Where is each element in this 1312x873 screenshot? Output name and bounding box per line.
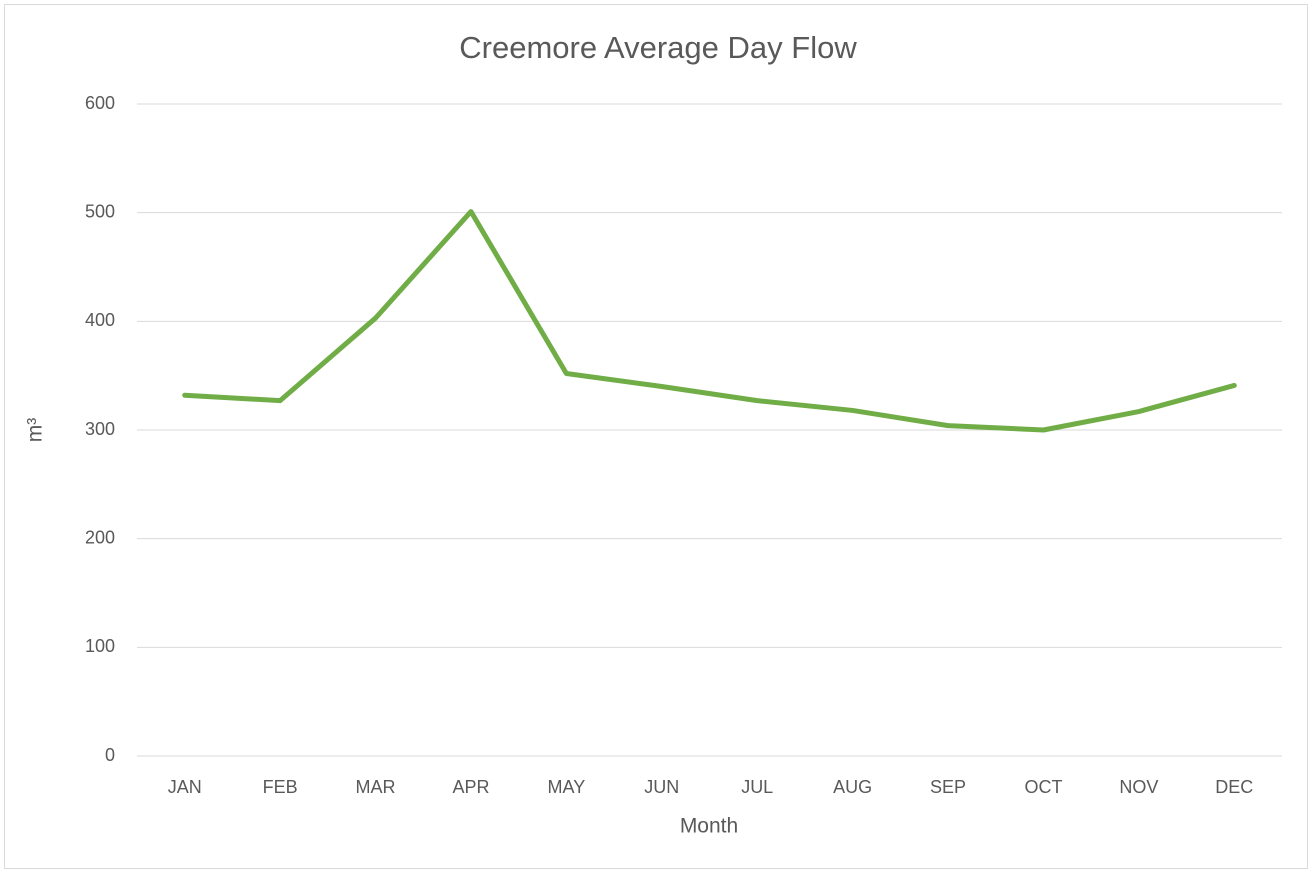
x-tick-label: APR	[452, 777, 489, 797]
x-tick-label: DEC	[1215, 777, 1253, 797]
x-tick-label: JAN	[168, 777, 202, 797]
x-tick-label: FEB	[263, 777, 298, 797]
x-tick-label: MAY	[548, 777, 586, 797]
y-tick-label: 0	[105, 745, 115, 765]
y-axis-label: m³	[24, 418, 47, 443]
y-tick-label: 100	[85, 636, 115, 656]
chart-title: Creemore Average Day Flow	[459, 30, 857, 65]
x-tick-label: JUL	[741, 777, 773, 797]
data-line	[182, 209, 1237, 433]
x-tick-label: OCT	[1024, 777, 1062, 797]
y-tick-label: 400	[85, 310, 115, 330]
x-tick-label: SEP	[930, 777, 966, 797]
chart-border	[4, 4, 1308, 869]
x-axis-label: Month	[680, 815, 738, 838]
x-tick-label: AUG	[833, 777, 872, 797]
x-tick-label: NOV	[1119, 777, 1158, 797]
y-tick-label: 300	[85, 419, 115, 439]
y-tick-label: 600	[85, 93, 115, 113]
y-tick-label: 200	[85, 527, 115, 547]
x-tick-label: JUN	[644, 777, 679, 797]
y-tick-label: 500	[85, 201, 115, 221]
x-tick-label: MAR	[356, 777, 396, 797]
